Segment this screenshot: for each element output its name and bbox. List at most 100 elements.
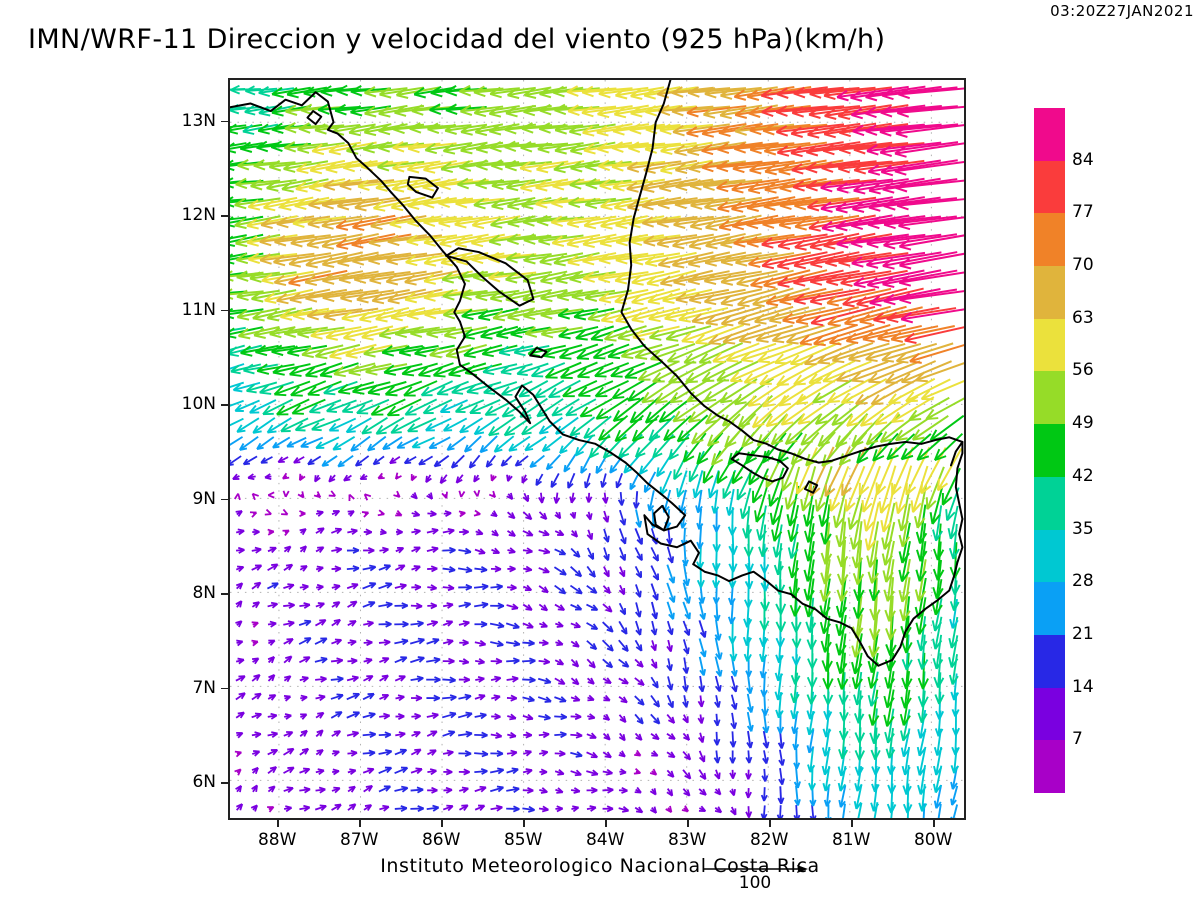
wind-vector-arrow xyxy=(698,638,707,658)
wind-vector-arrow xyxy=(427,768,437,776)
coastline-path xyxy=(949,440,964,467)
wind-vector-arrow xyxy=(458,693,472,701)
colorbar-band xyxy=(1034,371,1065,425)
wind-vector-arrow xyxy=(824,804,832,818)
wind-vector-arrow xyxy=(682,750,692,761)
wind-vector-arrow xyxy=(745,750,753,764)
x-tickmark xyxy=(933,820,935,827)
wind-vector-arrow xyxy=(682,675,689,692)
wind-vector-arrow xyxy=(299,804,311,812)
wind-vector-arrow xyxy=(300,694,308,702)
wind-vector-arrow xyxy=(299,767,311,775)
colorbar-tick-label: 21 xyxy=(1072,623,1094,644)
wind-vector-arrow xyxy=(916,746,927,776)
wind-vector-arrow xyxy=(394,620,409,628)
wind-vector-arrow xyxy=(426,730,438,737)
wind-vector-arrow xyxy=(347,639,357,646)
wind-vector-arrow xyxy=(458,750,472,757)
y-axis-tick-label: 11N xyxy=(181,299,216,320)
map-plot-area[interactable] xyxy=(228,78,966,820)
wind-vector-arrow xyxy=(522,786,534,794)
wind-vector-arrow xyxy=(666,676,674,691)
wind-vector-arrow xyxy=(474,639,487,647)
wind-vector-arrow xyxy=(347,749,358,757)
wind-vector-arrow xyxy=(729,806,737,816)
wind-vector-arrow xyxy=(634,658,644,668)
wind-vector-arrow xyxy=(267,656,275,664)
wind-vector-arrow xyxy=(251,766,259,775)
wind-vector-arrow xyxy=(697,714,705,724)
wind-vector-arrow xyxy=(745,806,753,818)
wind-vector-arrow xyxy=(586,658,596,669)
wind-vector-arrow xyxy=(729,769,737,780)
wind-vector-arrow xyxy=(570,731,583,739)
coastline-path xyxy=(661,361,964,464)
x-axis-tick-label: 87W xyxy=(339,830,379,850)
wind-vector-arrow xyxy=(730,712,738,730)
speed-colorbar[interactable] xyxy=(1034,108,1065,793)
wind-vector-arrow xyxy=(793,766,801,789)
wind-vector-arrow xyxy=(522,657,536,665)
wind-vector-arrow xyxy=(315,768,325,776)
wind-vector-arrow xyxy=(506,767,519,775)
wind-vector-arrow xyxy=(666,694,674,709)
wind-vector-arrow xyxy=(394,638,409,646)
wind-vector-arrow xyxy=(776,805,784,818)
wind-vector-arrow xyxy=(284,713,292,720)
wind-vector-arrow xyxy=(506,675,519,683)
wind-vector-arrow xyxy=(235,620,243,628)
wind-vector-arrow xyxy=(793,805,801,818)
wind-vector-arrow xyxy=(507,713,517,721)
wind-vector-arrow xyxy=(410,620,424,628)
wind-vector-arrow xyxy=(267,620,277,628)
wind-vector-arrow xyxy=(491,694,501,702)
x-axis-tick-label: 83W xyxy=(667,830,707,850)
wind-vector-arrow xyxy=(442,804,454,812)
wind-vector-arrow xyxy=(570,787,581,794)
wind-vector-arrow xyxy=(885,727,896,759)
wind-vector-arrow xyxy=(807,747,816,773)
wind-vector-arrow xyxy=(867,652,879,689)
wind-vector-arrow xyxy=(506,657,520,665)
wind-vector-arrow xyxy=(235,675,246,682)
colorbar-tick-label: 84 xyxy=(1072,149,1094,170)
wind-vector-arrow xyxy=(283,694,292,702)
colorbar-band xyxy=(1034,476,1065,530)
wind-vector-arrow xyxy=(633,768,641,775)
wind-vector-arrow xyxy=(837,746,848,777)
wind-vector-arrow xyxy=(522,768,533,775)
wind-vector-arrow xyxy=(283,675,292,683)
wind-vector-arrow xyxy=(934,672,945,705)
wind-vector-arrow xyxy=(570,769,582,777)
wind-vector-arrow xyxy=(634,677,645,686)
wind-vector-arrow xyxy=(330,675,344,683)
wind-vector-arrow xyxy=(458,676,471,684)
wind-vector-arrow xyxy=(490,732,503,739)
wind-vector-arrow xyxy=(537,677,552,685)
wind-vector-arrow xyxy=(362,692,375,701)
wind-vector-arrow xyxy=(714,637,723,661)
x-tickmark xyxy=(359,820,361,827)
wind-vector-arrow xyxy=(458,730,473,738)
wind-vector-arrow xyxy=(379,674,389,682)
wind-vector-arrow xyxy=(442,620,454,627)
wind-vector-arrow xyxy=(314,637,328,645)
wind-vector-arrow xyxy=(759,636,768,663)
wind-vector-arrow xyxy=(267,766,278,775)
wind-vector-arrow xyxy=(378,731,392,739)
wind-vector-arrow xyxy=(936,803,942,818)
colorbar-band xyxy=(1034,266,1065,319)
coastline-path xyxy=(692,518,964,667)
wind-vector-arrow xyxy=(315,786,326,794)
wind-vector-arrow xyxy=(490,640,504,648)
wind-vector-arrow xyxy=(505,622,520,630)
wind-vector-arrow xyxy=(602,732,611,741)
wind-vector-arrow xyxy=(283,747,295,756)
wind-vector-arrow xyxy=(346,730,360,738)
wind-vector-arrow xyxy=(251,731,262,739)
wind-vector-arrow xyxy=(298,619,312,627)
y-tickmark xyxy=(221,309,228,312)
x-axis-tick-label: 82W xyxy=(749,830,789,850)
wind-vector-arrow xyxy=(331,803,342,811)
wind-vector-arrow xyxy=(236,731,244,739)
